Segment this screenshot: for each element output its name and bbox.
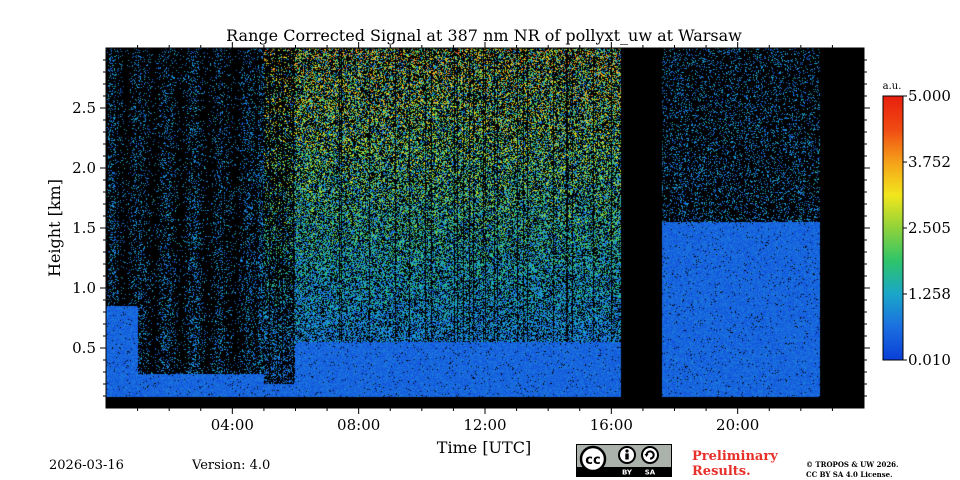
x-tick-label: 12:00 bbox=[463, 416, 506, 434]
colorbar-tick-label: 1.258 bbox=[908, 285, 951, 303]
copyright-notice: © TROPOS & UW 2026. CC BY SA 4.0 License… bbox=[806, 460, 899, 480]
cc-icon-label: cc bbox=[585, 453, 600, 468]
x-tick-label: 20:00 bbox=[716, 416, 759, 434]
preliminary-line-1: Preliminary bbox=[692, 449, 778, 464]
colorbar-ticks: 5.000 3.752 2.505 1.258 0.010 bbox=[903, 87, 951, 369]
colorbar bbox=[882, 95, 904, 361]
by-label: BY bbox=[622, 469, 633, 477]
colorbar-tick-label: 3.752 bbox=[908, 153, 951, 171]
license-badge: cc BY SA bbox=[576, 444, 672, 477]
colorbar-unit: a.u. bbox=[883, 81, 902, 92]
y-tick-label: 2.5 bbox=[72, 99, 96, 117]
cc-icon bbox=[579, 445, 607, 473]
y-tick-label: 1.0 bbox=[72, 279, 96, 297]
y-tick-label: 0.5 bbox=[72, 339, 96, 357]
y-tick-label: 2.0 bbox=[72, 159, 96, 177]
share-alike-icon bbox=[641, 446, 659, 464]
y-tick-label: 1.5 bbox=[72, 219, 96, 237]
colorbar-tick-label: 5.000 bbox=[908, 87, 951, 105]
footer-date: 2026-03-16 bbox=[49, 458, 124, 473]
colorbar-tick-label: 0.010 bbox=[908, 351, 951, 369]
x-tick-label: 04:00 bbox=[211, 416, 254, 434]
x-tick-label: 08:00 bbox=[337, 416, 380, 434]
chart-title: Range Corrected Signal at 387 nm NR of p… bbox=[226, 26, 742, 45]
y-axis-ticks: 0.5 1.0 1.5 2.0 2.5 bbox=[72, 59, 870, 397]
heatmap-image bbox=[106, 48, 864, 408]
colorbar-tick-label: 2.505 bbox=[908, 219, 951, 237]
sa-label: SA bbox=[645, 469, 656, 477]
preliminary-line-2: Results. bbox=[692, 464, 751, 479]
copyright-line-2: CC BY SA 4.0 License. bbox=[806, 470, 893, 479]
footer-version: Version: 4.0 bbox=[192, 458, 271, 473]
preliminary-notice: Preliminary Results. bbox=[692, 449, 778, 479]
x-tick-label: 16:00 bbox=[590, 416, 633, 434]
x-axis-ticks: 04:00 08:00 12:00 16:00 20:00 bbox=[137, 42, 833, 434]
y-axis-label: Height [km] bbox=[45, 179, 64, 277]
x-axis-label: Time [UTC] bbox=[437, 438, 531, 457]
copyright-line-1: © TROPOS & UW 2026. bbox=[806, 460, 899, 469]
